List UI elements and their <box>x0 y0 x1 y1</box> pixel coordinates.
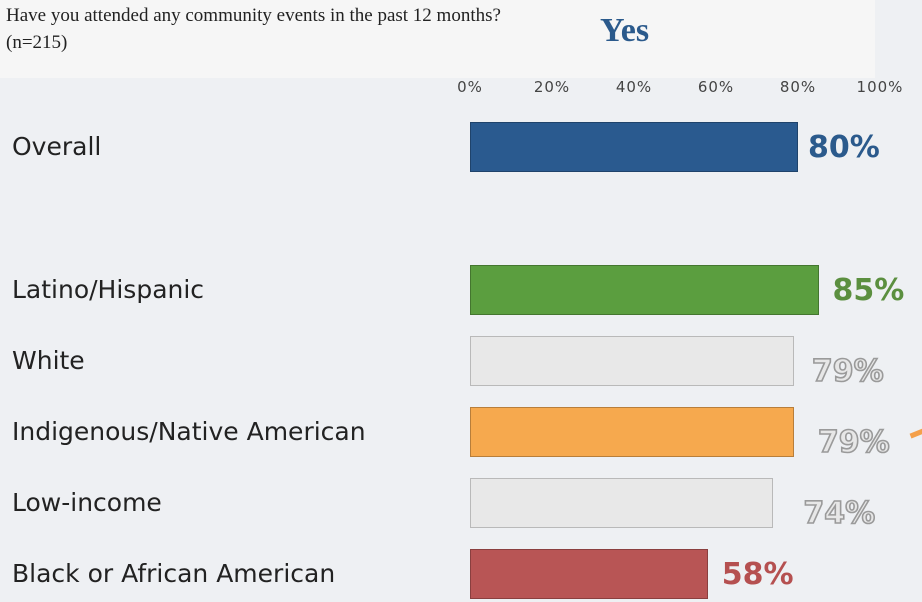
bar <box>470 549 708 599</box>
category-label: Overall <box>12 132 102 161</box>
value-label: 80% <box>808 130 880 165</box>
bar <box>470 336 794 386</box>
category-label: Black or African American <box>12 559 336 588</box>
value-label: 74% <box>803 495 876 532</box>
accent-mark <box>909 428 922 439</box>
value-label: 79% <box>811 353 884 390</box>
tick-label: 100% <box>856 78 904 96</box>
bar <box>470 478 774 528</box>
value-label: 85% <box>832 273 905 308</box>
tick-label: 40% <box>615 78 653 96</box>
category-label: Latino/Hispanic <box>12 275 205 304</box>
category-label: Indigenous/Native American <box>12 417 366 446</box>
tick-label: 20% <box>533 78 571 96</box>
bar <box>470 122 798 172</box>
bar <box>470 265 819 315</box>
category-label: White <box>12 346 85 375</box>
category-label: Low-income <box>12 488 162 517</box>
response-label: Yes <box>600 12 650 49</box>
tick-label: 0% <box>457 78 483 96</box>
bar <box>470 407 794 457</box>
tick-label: 60% <box>697 78 735 96</box>
survey-question: Have you attended any community events i… <box>6 5 501 53</box>
tick-label: 80% <box>779 78 817 96</box>
value-label: 58% <box>721 557 794 592</box>
question-header: Have you attended any community events i… <box>0 0 875 78</box>
value-label: 79% <box>817 424 890 461</box>
